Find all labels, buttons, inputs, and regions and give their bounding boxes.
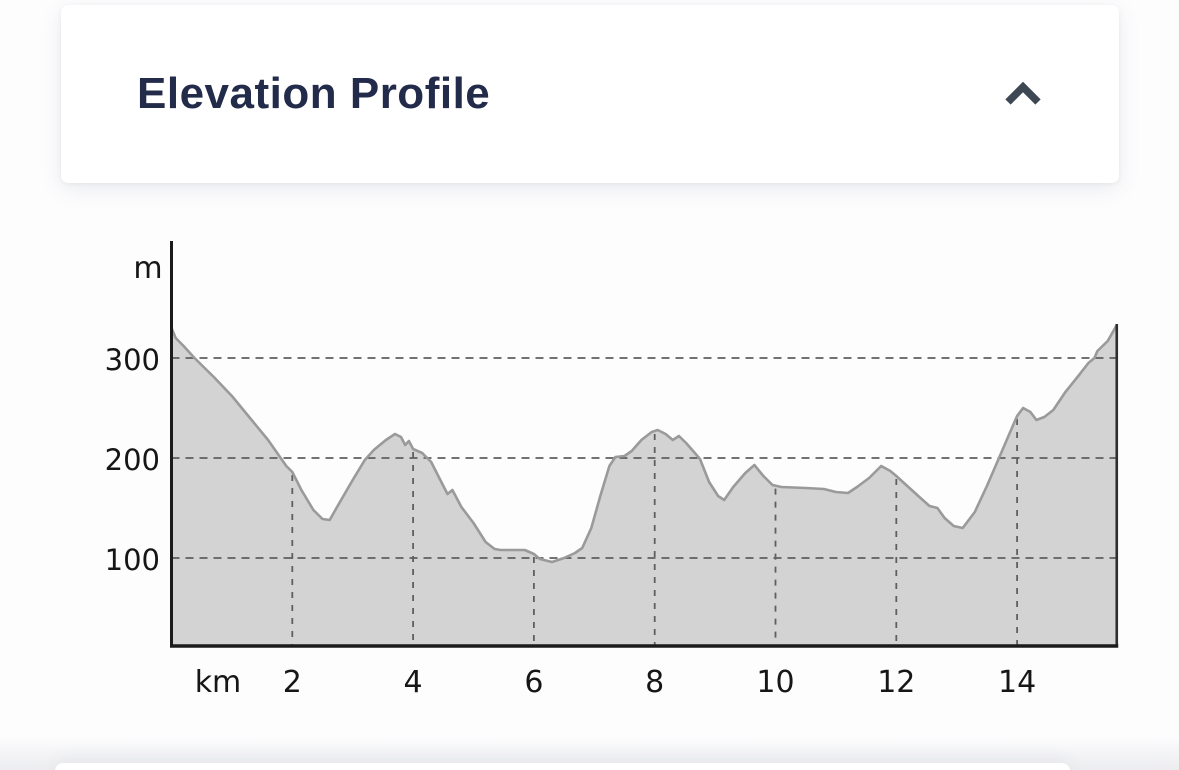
- y-tick-label-300: 300: [105, 343, 160, 377]
- x-tick-label-12: 12: [877, 665, 915, 700]
- x-axis-unit-label: km: [195, 665, 242, 700]
- chevron-up-icon[interactable]: [1004, 82, 1042, 106]
- x-tick-label-14: 14: [998, 665, 1036, 700]
- y-axis-unit-label: m: [133, 251, 162, 286]
- y-tick-label-100: 100: [105, 543, 160, 577]
- x-tick-label-8: 8: [645, 665, 664, 700]
- x-tick-label-10: 10: [756, 665, 794, 700]
- elevation-area: [171, 325, 1117, 645]
- x-tick-label-2: 2: [283, 665, 302, 700]
- x-tick-label-6: 6: [524, 665, 543, 700]
- elevation-line: [170, 324, 1118, 564]
- x-tick-label-4: 4: [404, 665, 423, 700]
- next-card-edge: [55, 763, 1070, 770]
- elevation-profile-header[interactable]: Elevation Profile: [61, 5, 1119, 183]
- y-tick-label-200: 200: [105, 443, 160, 477]
- panel-title: Elevation Profile: [137, 69, 491, 118]
- elevation-profile-card: Elevation Profile: [61, 5, 1119, 183]
